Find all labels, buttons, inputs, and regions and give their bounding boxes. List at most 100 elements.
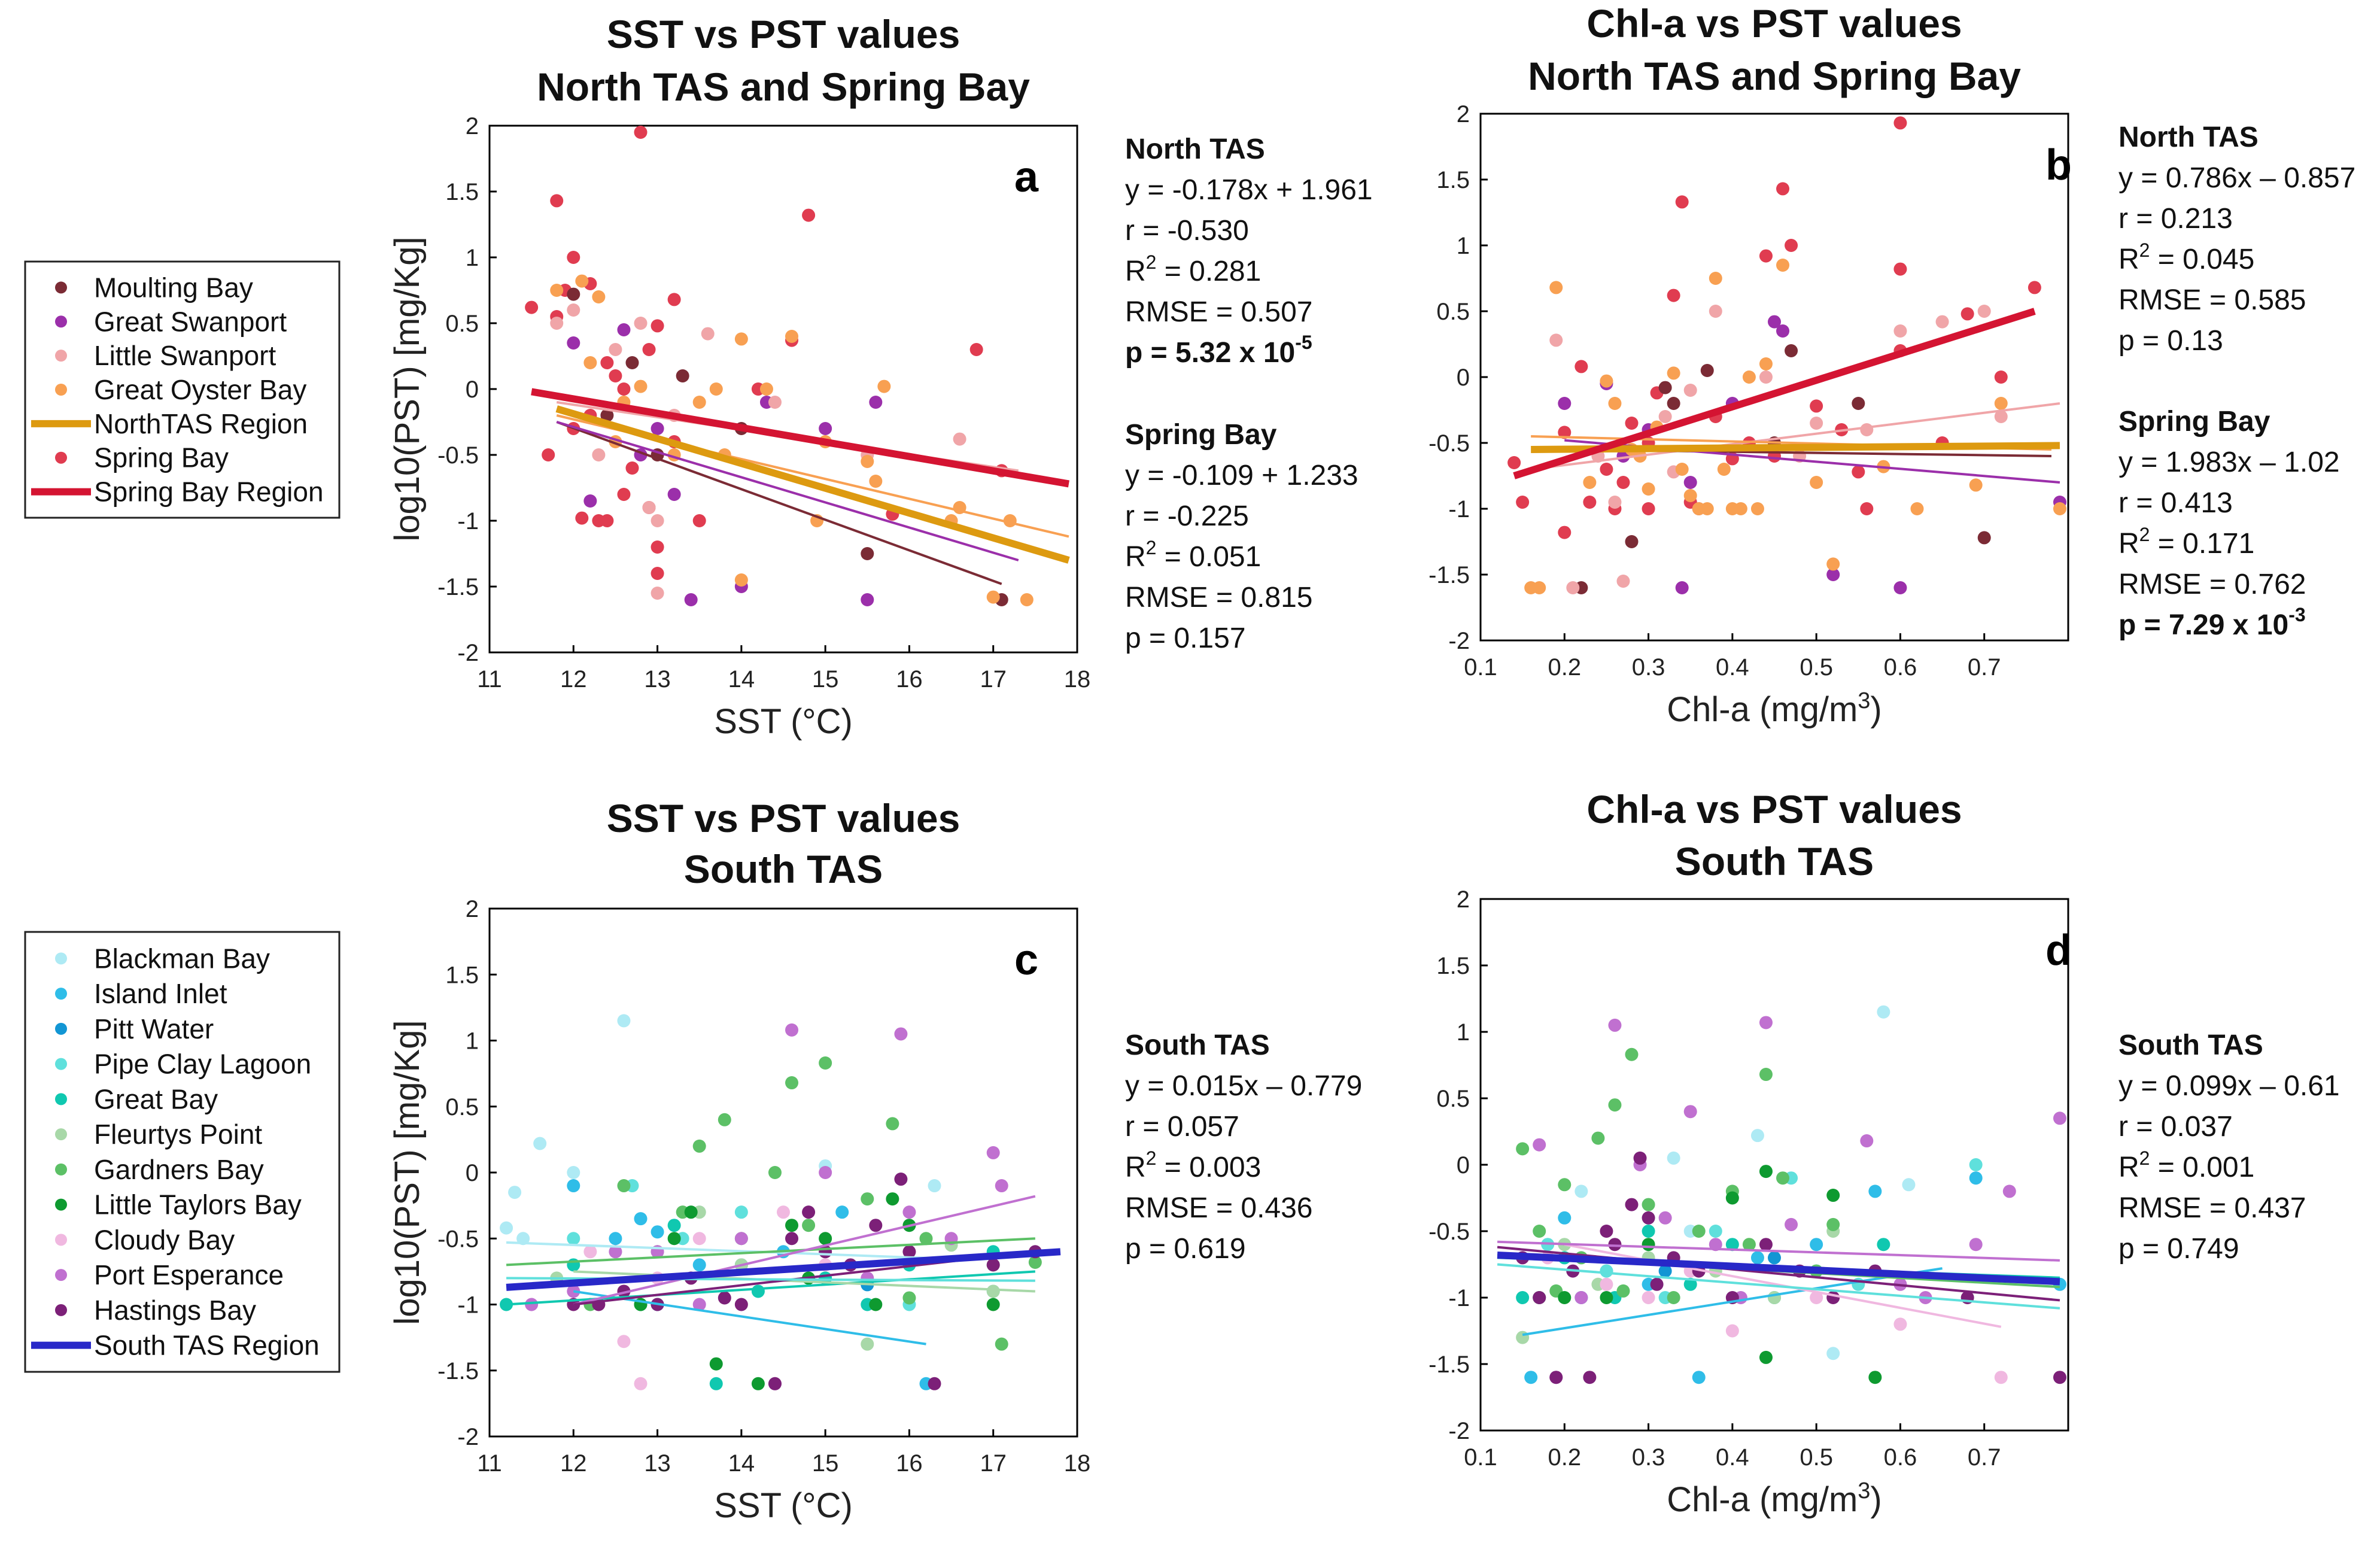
chart-title-line: North TAS and Spring Bay — [537, 65, 1030, 109]
y-tick-label: -2 — [1448, 628, 1470, 654]
data-point — [869, 1219, 883, 1232]
data-point — [1994, 410, 2008, 423]
data-point — [1852, 465, 1865, 479]
legend-entry-label: Moulting Bay — [94, 272, 253, 303]
data-point — [902, 1205, 916, 1219]
y-tick-label: -1 — [457, 1292, 479, 1319]
stats-line: y = -0.178x + 1.961 — [1125, 174, 1373, 206]
stats-line: RMSE = 0.507 — [1125, 296, 1313, 328]
legend-entry-label: Little Taylors Bay — [94, 1189, 302, 1220]
data-point — [861, 1192, 874, 1206]
legend-dot-swatch — [55, 1163, 67, 1176]
data-point — [1700, 364, 1714, 377]
data-point — [1566, 581, 1580, 594]
data-point — [1516, 1331, 1530, 1344]
data-point — [768, 1377, 782, 1390]
data-point — [1826, 557, 1840, 571]
y-tick-label: -0.5 — [1428, 1219, 1470, 1245]
stats-line: p = 0.749 — [2118, 1233, 2239, 1265]
data-point — [1742, 370, 1756, 384]
data-point — [651, 514, 664, 527]
stats-line: RMSE = 0.815 — [1125, 582, 1313, 613]
legend-entry-label: South TAS Region — [94, 1330, 320, 1361]
data-point — [768, 1166, 782, 1179]
legend-entry-label: Pipe Clay Lagoon — [94, 1049, 311, 1080]
data-point — [986, 590, 1000, 604]
data-point — [1558, 1211, 1572, 1225]
legend-dot-swatch — [55, 1304, 67, 1316]
data-point — [1893, 116, 1907, 130]
data-point — [1642, 1225, 1655, 1238]
data-point — [1583, 476, 1597, 489]
data-point — [692, 396, 706, 409]
y-tick-label: -0.5 — [437, 1226, 479, 1252]
y-axis-label: log10(PST) [mg/Kg] — [388, 236, 427, 541]
data-point — [676, 369, 689, 382]
y-tick-label: 2 — [1457, 101, 1470, 127]
data-point — [1642, 482, 1655, 496]
data-point — [667, 488, 681, 501]
panel-letter: a — [1014, 153, 1039, 201]
chart-title-line: North TAS and Spring Bay — [1528, 54, 2021, 98]
regression-line — [1497, 1263, 2060, 1310]
legend-entry-label: Pitt Water — [94, 1013, 214, 1044]
x-tick-label: 0.6 — [1884, 654, 1917, 681]
x-tick-label: 0.7 — [1968, 1444, 2001, 1471]
data-point — [1600, 374, 1613, 388]
data-point — [1625, 535, 1639, 548]
data-point — [1759, 357, 1773, 370]
data-point — [861, 547, 874, 560]
data-point — [1709, 1225, 1722, 1238]
plot-area — [500, 1014, 1061, 1390]
legend-dot-swatch — [55, 1198, 67, 1211]
data-point — [625, 356, 639, 369]
y-tick-label: 1 — [466, 245, 479, 271]
data-point — [1516, 496, 1530, 509]
data-point — [1785, 1217, 1798, 1231]
data-point — [508, 1186, 522, 1199]
x-tick-label: 16 — [896, 1450, 923, 1477]
data-point — [692, 1258, 706, 1272]
data-point — [583, 356, 597, 369]
x-tick-label: 0.7 — [1968, 654, 2001, 681]
data-point — [684, 1205, 698, 1219]
data-point — [902, 1245, 916, 1259]
data-point — [1868, 1371, 1882, 1384]
data-point — [734, 1205, 748, 1219]
x-tick-label: 15 — [812, 1450, 839, 1477]
data-point — [1608, 1018, 1622, 1032]
x-tick-label: 12 — [560, 1450, 587, 1477]
legend-frame — [24, 260, 341, 519]
stats-line: R2 = 0.001 — [2118, 1147, 2254, 1183]
regression-line — [531, 388, 1069, 488]
data-point — [709, 1357, 723, 1371]
y-tick-label: 0 — [1457, 365, 1470, 391]
data-point — [785, 1219, 799, 1232]
y-tick-label: 1.5 — [445, 962, 479, 988]
data-point — [886, 1192, 899, 1206]
y-tick-label: 0 — [466, 1160, 479, 1186]
data-point — [617, 323, 631, 336]
x-tick-label: 0.1 — [1464, 654, 1497, 681]
legend-entry-label: Great Bay — [94, 1083, 218, 1114]
data-point — [777, 1205, 790, 1219]
y-tick-label: -2 — [457, 640, 479, 666]
data-point — [1759, 1016, 1773, 1029]
data-point — [718, 1113, 731, 1126]
chart-title-line: SST vs PST values — [607, 12, 960, 56]
legend-entry-label: Cloudy Bay — [94, 1224, 235, 1255]
stats-line: North TAS — [2118, 122, 2259, 153]
legend-entry-label: Little Swanport — [94, 340, 276, 371]
data-point — [1935, 315, 1949, 329]
legend-dot-swatch — [55, 281, 67, 294]
x-tick-label: 0.4 — [1716, 654, 1749, 681]
regression-line — [1530, 402, 2060, 470]
x-tick-label: 0.3 — [1632, 1444, 1665, 1471]
data-point — [575, 511, 589, 525]
data-point — [651, 319, 664, 333]
data-point — [1902, 1178, 1916, 1192]
data-point — [1810, 399, 1823, 413]
data-point — [1725, 1238, 1739, 1252]
data-point — [692, 514, 706, 527]
legend-entry-label: Great Oyster Bay — [94, 374, 306, 405]
